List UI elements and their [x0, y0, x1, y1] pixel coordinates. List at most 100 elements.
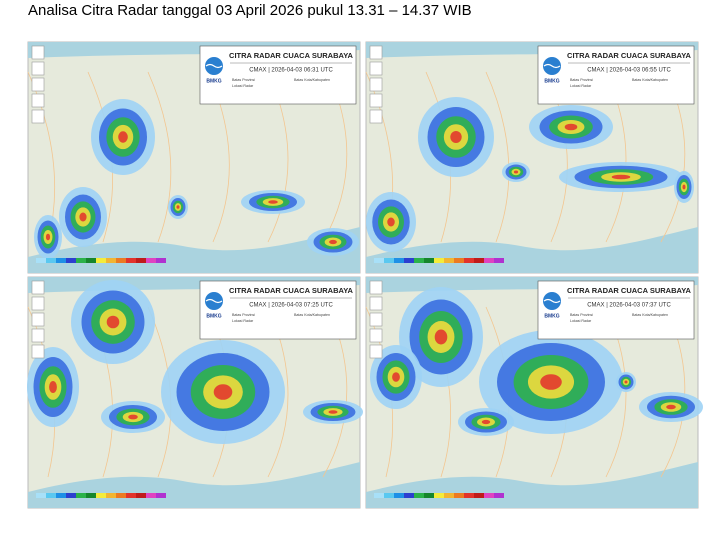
radar-echo	[387, 217, 395, 227]
color-scale	[464, 493, 474, 498]
radar-echo	[564, 123, 578, 131]
color-scale	[36, 493, 46, 498]
legend-item: Batas Provinsi	[570, 313, 593, 317]
color-scale	[46, 258, 56, 263]
radar-echo	[434, 329, 448, 345]
radar-echo	[118, 131, 128, 143]
radar-panel: BMKG CITRA RADAR CUACA SURABAYA CMAX | 202…	[27, 41, 361, 274]
radar-echo	[666, 404, 676, 410]
legend-item: Batas Kota/Kabupaten	[632, 313, 668, 317]
map-control	[31, 77, 45, 92]
color-scale	[116, 493, 126, 498]
color-scale	[136, 493, 146, 498]
color-scale	[434, 493, 444, 498]
color-scale	[374, 493, 384, 498]
color-scale	[484, 258, 494, 263]
info-box	[199, 280, 357, 340]
color-scale	[76, 493, 86, 498]
product-label: CMAX | 2026-04-03 06:55 UTC	[587, 68, 671, 74]
color-scale	[146, 258, 156, 263]
radar-panel: BMKG CITRA RADAR CUACA SURABAYA CMAX | 202…	[365, 276, 703, 509]
legend-item: Lokasi Radar	[232, 319, 254, 323]
radar-echo	[106, 315, 120, 329]
color-scale	[454, 493, 464, 498]
legend-item: Batas Kota/Kabupaten	[294, 313, 330, 317]
color-scale	[384, 493, 394, 498]
radar-echo	[45, 233, 51, 241]
map-control	[31, 296, 45, 311]
radar-echo	[611, 174, 631, 180]
color-scale	[126, 493, 136, 498]
panel-title: CITRA RADAR CUACA SURABAYA	[567, 286, 691, 295]
panel-title: CITRA RADAR CUACA SURABAYA	[229, 286, 353, 295]
radar-echo	[79, 212, 87, 222]
logo-label: BMKG	[544, 313, 559, 319]
bmkg-logo-wave	[205, 63, 223, 69]
radar-echo	[540, 374, 562, 390]
color-scale	[384, 258, 394, 263]
color-scale	[106, 493, 116, 498]
color-scale	[474, 258, 484, 263]
radar-panel: BMKG CITRA RADAR CUACA SURABAYA CMAX | 202…	[27, 276, 363, 509]
color-scale	[46, 493, 56, 498]
color-scale	[36, 258, 46, 263]
map-control	[31, 45, 45, 60]
product-label: CMAX | 2026-04-03 07:37 UTC	[587, 303, 671, 309]
color-scale	[56, 493, 66, 498]
color-scale	[454, 258, 464, 263]
bmkg-logo-wave	[543, 63, 561, 69]
color-scale	[494, 258, 504, 263]
map-control	[31, 93, 45, 108]
page-title: Analisa Citra Radar tanggal 03 April 202…	[28, 2, 472, 19]
color-scale	[434, 258, 444, 263]
color-scale	[86, 493, 96, 498]
product-label: CMAX | 2026-04-03 07:25 UTC	[249, 303, 333, 309]
color-scale	[86, 258, 96, 263]
color-scale	[126, 258, 136, 263]
map-control	[31, 109, 45, 124]
map-control	[369, 328, 383, 343]
road	[147, 71, 172, 243]
map-control	[31, 280, 45, 295]
radar-echo	[128, 414, 138, 420]
legend-item: Batas Provinsi	[232, 313, 255, 317]
color-scale	[414, 493, 424, 498]
color-scale	[494, 493, 504, 498]
radar-echo	[450, 131, 462, 143]
bmkg-logo-wave	[543, 298, 561, 304]
color-scale	[404, 493, 414, 498]
color-scale	[146, 493, 156, 498]
color-scale	[106, 258, 116, 263]
legend-item: Lokasi Radar	[570, 84, 592, 88]
map-control	[31, 61, 45, 76]
panel-title: CITRA RADAR CUACA SURABAYA	[229, 51, 353, 60]
radar-echo	[481, 419, 491, 425]
radar-panel: BMKG CITRA RADAR CUACA SURABAYA CMAX | 202…	[365, 41, 699, 274]
info-box	[537, 280, 695, 340]
radar-echo	[176, 205, 180, 209]
radar-echo	[329, 239, 337, 245]
map-control	[369, 109, 383, 124]
color-scale	[394, 493, 404, 498]
color-scale	[56, 258, 66, 263]
color-scale	[474, 493, 484, 498]
color-scale	[156, 258, 166, 263]
legend-item: Lokasi Radar	[570, 319, 592, 323]
color-scale	[444, 493, 454, 498]
radar-echo	[513, 170, 519, 174]
logo-label: BMKG	[206, 313, 221, 319]
radar-echo	[268, 200, 278, 204]
color-scale	[424, 493, 434, 498]
map-control	[31, 344, 45, 359]
radar-echo	[213, 384, 233, 400]
map-control	[369, 280, 383, 295]
panel-title: CITRA RADAR CUACA SURABAYA	[567, 51, 691, 60]
legend-item: Batas Provinsi	[232, 78, 255, 82]
color-scale	[484, 493, 494, 498]
radar-echo	[328, 410, 338, 414]
map-control	[369, 45, 383, 60]
color-scale	[464, 258, 474, 263]
bmkg-logo-wave	[205, 298, 223, 304]
color-scale	[76, 258, 86, 263]
